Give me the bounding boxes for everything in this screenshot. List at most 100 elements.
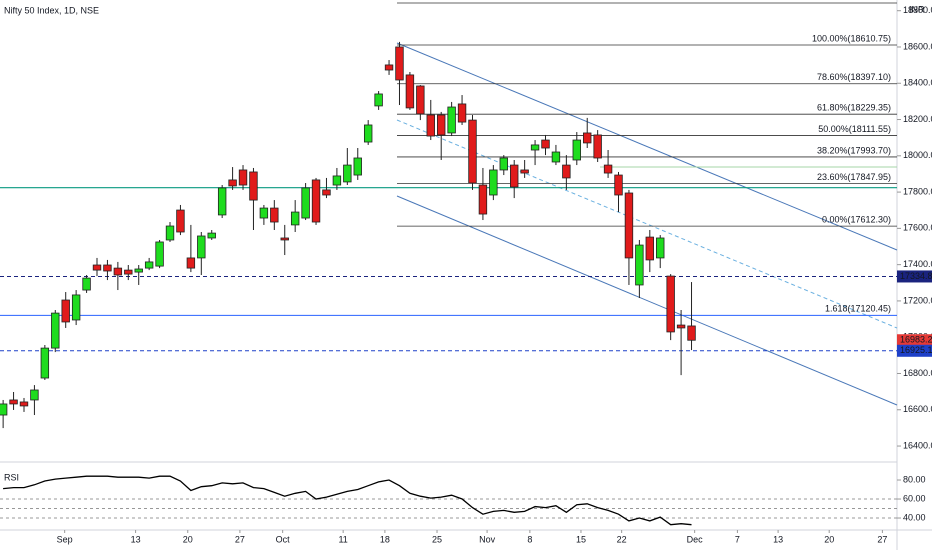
y-tick-label: 17400.00 bbox=[903, 259, 932, 269]
candle-body bbox=[530, 144, 540, 151]
candle-body bbox=[197, 235, 206, 259]
x-tick-label: Oct bbox=[276, 534, 291, 544]
candle-body bbox=[322, 189, 331, 196]
candle-body bbox=[113, 267, 123, 276]
candle-body bbox=[353, 157, 362, 176]
candle-body bbox=[176, 209, 185, 233]
currency: INR bbox=[909, 4, 925, 14]
candle-body bbox=[520, 169, 529, 174]
candle-body bbox=[311, 179, 321, 223]
candle-body bbox=[9, 399, 18, 405]
candle-body bbox=[416, 85, 425, 115]
y-tick-label: 16400.00 bbox=[903, 440, 932, 450]
x-tick-label: 13 bbox=[773, 534, 783, 544]
candle-body bbox=[541, 139, 550, 149]
fib-label: 1.618(17120.45) bbox=[825, 304, 891, 314]
candle-body bbox=[510, 164, 519, 188]
candle-body bbox=[624, 192, 634, 259]
candle-body bbox=[103, 264, 112, 272]
candle-body bbox=[186, 257, 196, 269]
price-label: 16925.15 bbox=[900, 345, 932, 355]
candle-body bbox=[645, 236, 655, 261]
price-label: 17334.85 bbox=[900, 271, 932, 281]
fib-label: 100.00%(18610.75) bbox=[812, 33, 891, 43]
chart-title: Nifty 50 Index, 1D, NSE bbox=[4, 5, 99, 15]
x-tick-label: 7 bbox=[735, 534, 740, 544]
x-tick-label: Dec bbox=[687, 534, 704, 544]
candle-body bbox=[363, 124, 373, 143]
candle-body bbox=[562, 164, 571, 179]
candle-body bbox=[551, 151, 561, 163]
x-tick-label: 27 bbox=[877, 534, 887, 544]
x-tick-label: 25 bbox=[432, 534, 442, 544]
candle-body bbox=[124, 269, 133, 275]
candle-body bbox=[332, 175, 342, 186]
candle-body bbox=[374, 93, 383, 107]
candle-body bbox=[593, 134, 602, 159]
fib-label: 78.60%(18397.10) bbox=[817, 72, 891, 82]
y-tick-label: 18000.00 bbox=[903, 150, 932, 160]
candle-body bbox=[614, 174, 623, 196]
candle-body bbox=[436, 114, 446, 136]
price-label-box bbox=[897, 270, 932, 283]
rsi-label: RSI bbox=[4, 472, 19, 482]
price-label: 16983.20 bbox=[900, 335, 932, 345]
x-tick-label: 8 bbox=[527, 534, 532, 544]
fib-label: 23.60%(17847.95) bbox=[817, 172, 891, 182]
rsi-tick-label: 60.00 bbox=[903, 493, 926, 503]
candle-body bbox=[144, 261, 154, 269]
fib-label: 0.00%(17612.30) bbox=[822, 215, 891, 225]
channel-upper bbox=[396, 42, 898, 251]
candle-body bbox=[92, 264, 102, 271]
x-tick-label: 27 bbox=[235, 534, 245, 544]
candle-body bbox=[270, 207, 279, 223]
price-label-box bbox=[897, 334, 932, 347]
candle-body bbox=[259, 207, 269, 219]
channel-mid bbox=[396, 119, 898, 329]
candle-body bbox=[30, 389, 39, 401]
candle-body bbox=[61, 299, 70, 323]
candle-body bbox=[572, 139, 581, 161]
candle-body bbox=[603, 164, 613, 174]
candle-body bbox=[384, 64, 394, 71]
x-tick-label: 22 bbox=[617, 534, 627, 544]
y-tick-label: 17200.00 bbox=[903, 295, 932, 305]
candle-body bbox=[676, 324, 686, 329]
fib-label: 38.20%(17993.70) bbox=[817, 145, 891, 155]
candle-body bbox=[40, 347, 50, 379]
candle-body bbox=[405, 74, 415, 109]
candle-body bbox=[51, 312, 60, 349]
y-tick-label: 16600.00 bbox=[903, 404, 932, 414]
y-tick-label: 18400.00 bbox=[903, 78, 932, 88]
candle-body bbox=[687, 325, 696, 341]
candle-body bbox=[426, 114, 435, 137]
x-tick-label: Nov bbox=[479, 534, 496, 544]
y-tick-label: 17600.00 bbox=[903, 223, 932, 233]
candle-body bbox=[228, 179, 237, 187]
candle-body bbox=[280, 237, 289, 241]
candle-body bbox=[447, 106, 456, 134]
candle-body bbox=[290, 211, 300, 226]
candle-body bbox=[134, 268, 143, 273]
rsi-tick-label: 80.00 bbox=[903, 474, 926, 484]
y-tick-label: 18200.00 bbox=[903, 114, 932, 124]
y-tick-label: 18800.00 bbox=[903, 5, 932, 15]
x-tick-label: 15 bbox=[576, 534, 586, 544]
candle-body bbox=[489, 169, 498, 196]
channel-lower bbox=[396, 195, 898, 406]
candle-body bbox=[343, 164, 352, 183]
candle-body bbox=[71, 294, 81, 321]
rsi-line bbox=[3, 475, 692, 526]
candle-body bbox=[155, 241, 164, 267]
candle-body bbox=[583, 132, 592, 144]
candle-body bbox=[301, 187, 310, 219]
candle-body bbox=[656, 237, 665, 259]
x-tick-label: 11 bbox=[338, 534, 347, 544]
fib-label: 61.80%(18229.35) bbox=[817, 103, 891, 113]
candle-body bbox=[207, 232, 216, 239]
y-tick-label: 17800.00 bbox=[903, 186, 932, 196]
candle-body bbox=[478, 184, 488, 215]
candle-body bbox=[249, 171, 258, 201]
candle-body bbox=[499, 157, 508, 171]
